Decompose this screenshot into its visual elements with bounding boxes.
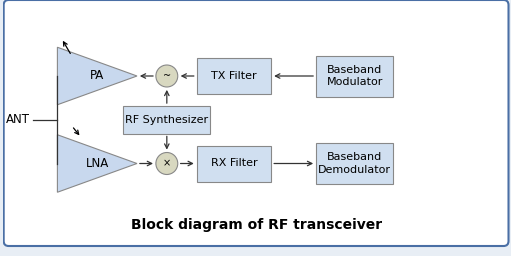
Text: Baseband
Modulator: Baseband Modulator [327,65,383,87]
Text: ×: × [163,158,171,168]
FancyBboxPatch shape [197,145,271,182]
Text: Block diagram of RF transceiver: Block diagram of RF transceiver [131,218,382,232]
FancyBboxPatch shape [316,143,393,184]
Circle shape [156,153,178,175]
FancyBboxPatch shape [197,58,271,94]
FancyBboxPatch shape [123,106,211,133]
Text: LNA: LNA [85,157,109,170]
Circle shape [156,65,178,87]
Text: ~: ~ [163,71,171,81]
FancyBboxPatch shape [316,56,393,97]
FancyBboxPatch shape [4,0,508,246]
Text: RX Filter: RX Filter [211,158,257,168]
Text: RF Synthesizer: RF Synthesizer [125,115,208,125]
Text: PA: PA [90,69,104,82]
Text: Baseband
Demodulator: Baseband Demodulator [318,152,391,175]
Polygon shape [57,47,137,105]
Text: ANT: ANT [6,113,30,126]
Text: TX Filter: TX Filter [211,71,257,81]
Polygon shape [57,135,137,192]
